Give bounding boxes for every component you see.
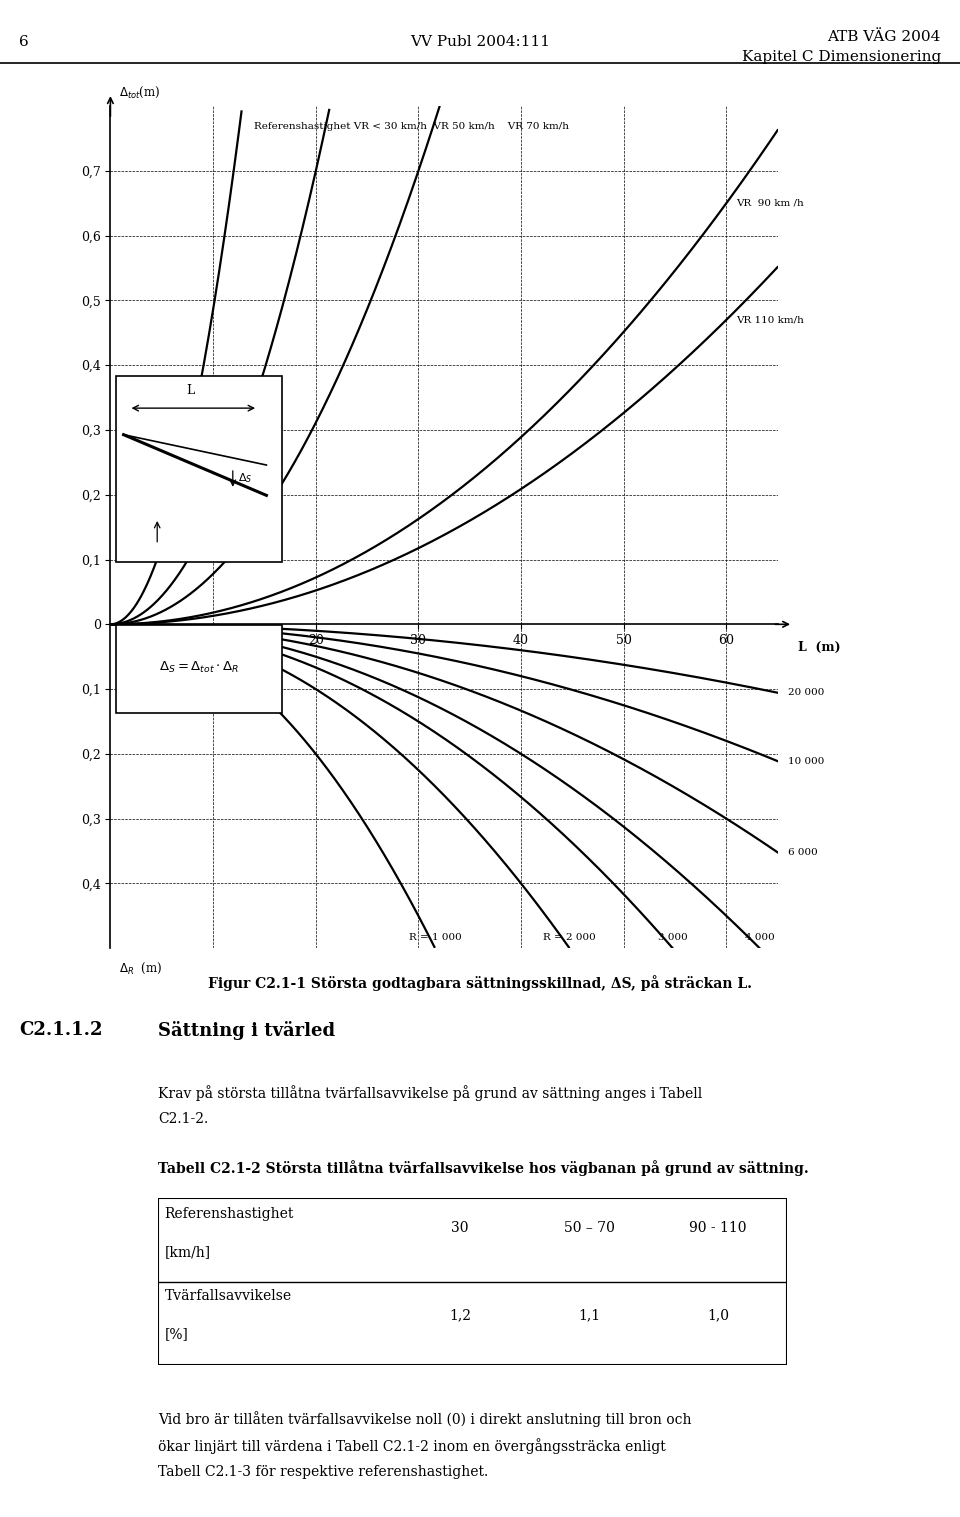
Text: 50 – 70: 50 – 70 <box>564 1221 614 1235</box>
Text: ökar linjärt till värdena i Tabell C2.1-2 inom en övergångssträcka enligt: ökar linjärt till värdena i Tabell C2.1-… <box>158 1438 666 1453</box>
Text: 3 000: 3 000 <box>658 933 687 942</box>
Text: 1,1: 1,1 <box>578 1308 600 1323</box>
Text: R = 2 000: R = 2 000 <box>543 933 596 942</box>
Text: C2.1.1.2: C2.1.1.2 <box>19 1021 103 1039</box>
Text: VV Publ 2004:111: VV Publ 2004:111 <box>410 35 550 49</box>
Text: C2.1-2.: C2.1-2. <box>158 1112 208 1126</box>
Text: 6 000: 6 000 <box>788 848 818 857</box>
Text: Kapitel C Dimensionering: Kapitel C Dimensionering <box>741 50 941 64</box>
Text: VR  90 km /h: VR 90 km /h <box>736 199 804 208</box>
Text: Krav på största tillåtna tvärfallsavvikelse på grund av sättning anges i Tabell: Krav på största tillåtna tvärfallsavvike… <box>158 1085 703 1100</box>
Text: VR 110 km/h: VR 110 km/h <box>736 316 804 325</box>
Text: 1,0: 1,0 <box>707 1308 729 1323</box>
Text: 10 000: 10 000 <box>788 757 825 766</box>
Text: [km/h]: [km/h] <box>165 1245 211 1259</box>
Text: Referenshastighet VR < 30 km/h  VR 50 km/h    VR 70 km/h: Referenshastighet VR < 30 km/h VR 50 km/… <box>254 123 569 132</box>
Text: Figur C2.1-1 Största godtagbara sättningsskillnad, ΔS, på sträckan L.: Figur C2.1-1 Största godtagbara sättning… <box>208 975 752 991</box>
Text: 1,2: 1,2 <box>449 1308 471 1323</box>
FancyBboxPatch shape <box>116 376 282 561</box>
Text: Vid bro är tillåten tvärfallsavvikelse noll (0) i direkt anslutning till bron oc: Vid bro är tillåten tvärfallsavvikelse n… <box>158 1411 692 1426</box>
Text: Tabell C2.1-3 för respektive referenshastighet.: Tabell C2.1-3 för respektive referenshas… <box>158 1465 489 1479</box>
Text: R = 1 000: R = 1 000 <box>409 933 462 942</box>
Text: Referenshastighet: Referenshastighet <box>165 1208 294 1221</box>
Text: $\Delta_{tot}$(m): $\Delta_{tot}$(m) <box>119 85 160 100</box>
Text: [%]: [%] <box>165 1327 188 1341</box>
Text: 90 - 110: 90 - 110 <box>689 1221 747 1235</box>
Text: 30: 30 <box>451 1221 469 1235</box>
Text: $\Delta_S$: $\Delta_S$ <box>238 472 252 485</box>
Text: L: L <box>186 384 195 397</box>
Text: 20 000: 20 000 <box>788 689 825 698</box>
Text: $\Delta_R$  (m): $\Delta_R$ (m) <box>119 962 162 977</box>
Text: L  (m): L (m) <box>798 640 841 654</box>
Text: Tvärfallsavvikelse: Tvärfallsavvikelse <box>165 1288 292 1303</box>
Text: Tabell C2.1-2 Största tillåtna tvärfallsavvikelse hos vägbanan på grund av sättn: Tabell C2.1-2 Största tillåtna tvärfalls… <box>158 1161 809 1176</box>
Text: $\Delta_S = \Delta_{tot} \cdot \Delta_R$: $\Delta_S = \Delta_{tot} \cdot \Delta_R$ <box>159 660 239 675</box>
Text: 6: 6 <box>19 35 29 49</box>
Text: Sättning i tvärled: Sättning i tvärled <box>158 1021 336 1041</box>
Text: 4 000: 4 000 <box>745 933 775 942</box>
FancyBboxPatch shape <box>116 625 282 713</box>
Text: ATB VÄG 2004: ATB VÄG 2004 <box>828 30 941 44</box>
